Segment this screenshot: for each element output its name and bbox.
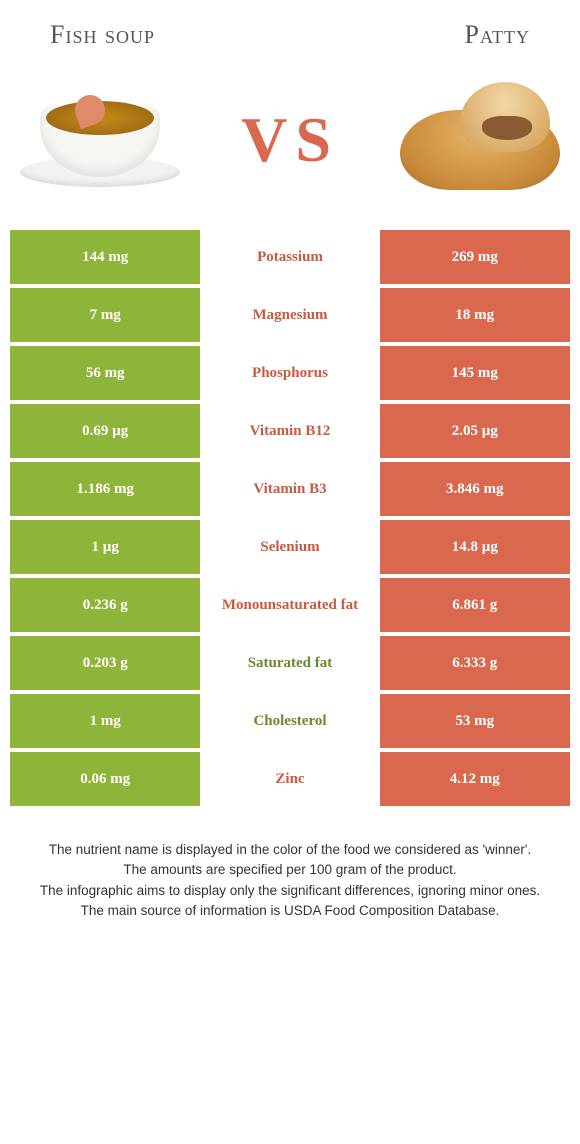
soup-icon <box>20 85 180 195</box>
table-row: 1.186 mgVitamin B33.846 mg <box>10 462 570 520</box>
left-value: 0.06 mg <box>10 752 200 810</box>
right-value: 269 mg <box>380 230 570 288</box>
left-value: 1 µg <box>10 520 200 578</box>
comparison-table: 144 mgPotassium269 mg7 mgMagnesium18 mg5… <box>10 230 570 810</box>
hero-row: VS <box>0 60 580 230</box>
table-row: 0.203 gSaturated fat6.333 g <box>10 636 570 694</box>
right-value: 3.846 mg <box>380 462 570 520</box>
footer-line: The amounts are specified per 100 gram o… <box>25 860 555 880</box>
left-food-image <box>0 70 200 210</box>
table-row: 0.236 gMonounsaturated fat6.861 g <box>10 578 570 636</box>
right-value: 14.8 µg <box>380 520 570 578</box>
nutrient-name: Phosphorus <box>200 346 379 404</box>
right-food-image <box>380 70 580 210</box>
right-value: 2.05 µg <box>380 404 570 462</box>
left-value: 1.186 mg <box>10 462 200 520</box>
nutrient-name: Vitamin B3 <box>200 462 379 520</box>
left-value: 1 mg <box>10 694 200 752</box>
nutrient-name: Zinc <box>200 752 379 810</box>
right-value: 6.861 g <box>380 578 570 636</box>
left-value: 56 mg <box>10 346 200 404</box>
right-value: 18 mg <box>380 288 570 346</box>
nutrient-name: Magnesium <box>200 288 379 346</box>
table-row: 0.69 µgVitamin B122.05 µg <box>10 404 570 462</box>
right-value: 6.333 g <box>380 636 570 694</box>
table-row: 7 mgMagnesium18 mg <box>10 288 570 346</box>
vs-label: VS <box>241 103 339 177</box>
footer-line: The main source of information is USDA F… <box>25 901 555 921</box>
left-value: 0.69 µg <box>10 404 200 462</box>
patty-icon <box>390 80 570 200</box>
left-value: 144 mg <box>10 230 200 288</box>
nutrient-name: Cholesterol <box>200 694 379 752</box>
nutrient-name: Potassium <box>200 230 379 288</box>
nutrient-name: Vitamin B12 <box>200 404 379 462</box>
left-food-title: Fish soup <box>50 20 155 50</box>
nutrient-name: Saturated fat <box>200 636 379 694</box>
left-value: 0.203 g <box>10 636 200 694</box>
left-value: 0.236 g <box>10 578 200 636</box>
footer-line: The infographic aims to display only the… <box>25 881 555 901</box>
nutrient-name: Selenium <box>200 520 379 578</box>
footer-line: The nutrient name is displayed in the co… <box>25 840 555 860</box>
right-food-title: Patty <box>465 20 530 50</box>
footer-notes: The nutrient name is displayed in the co… <box>0 810 580 921</box>
right-value: 4.12 mg <box>380 752 570 810</box>
right-value: 53 mg <box>380 694 570 752</box>
table-row: 144 mgPotassium269 mg <box>10 230 570 288</box>
right-value: 145 mg <box>380 346 570 404</box>
table-row: 1 µgSelenium14.8 µg <box>10 520 570 578</box>
table-row: 56 mgPhosphorus145 mg <box>10 346 570 404</box>
nutrient-name: Monounsaturated fat <box>200 578 379 636</box>
table-row: 0.06 mgZinc4.12 mg <box>10 752 570 810</box>
header-titles: Fish soup Patty <box>0 0 580 60</box>
table-row: 1 mgCholesterol53 mg <box>10 694 570 752</box>
left-value: 7 mg <box>10 288 200 346</box>
